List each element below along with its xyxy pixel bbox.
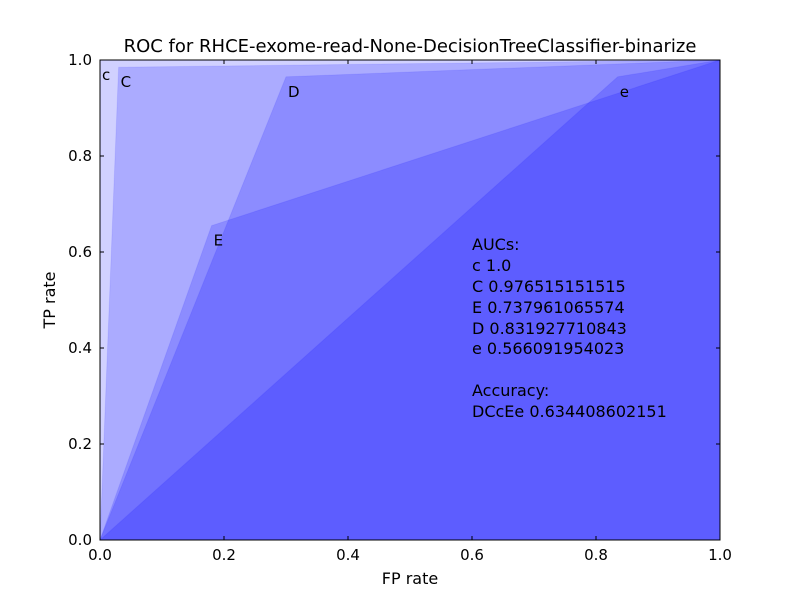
plot-frame <box>99 59 721 541</box>
accuracy-heading: Accuracy: <box>472 381 549 400</box>
series-label: c <box>102 66 110 84</box>
auc-line: e 0.566091954023 <box>472 339 624 358</box>
x-tick-label: 0.2 <box>212 546 236 564</box>
x-tick-label: 0.4 <box>336 546 360 564</box>
y-tick-label: 0.4 <box>68 339 92 357</box>
series-label: E <box>214 232 223 250</box>
y-axis-label: TP rate <box>40 271 59 329</box>
x-axis-label: FP rate <box>382 569 438 588</box>
x-tick-label: 0.0 <box>88 546 112 564</box>
x-tick-label: 1.0 <box>708 546 732 564</box>
series-label: C <box>121 73 131 91</box>
roc-fills <box>98 59 721 541</box>
y-tick-label: 1.0 <box>68 51 92 69</box>
series-label: D <box>288 83 300 101</box>
x-tick-label: 0.8 <box>584 546 608 564</box>
auc-line: c 1.0 <box>472 256 511 275</box>
y-tick-label: 0.6 <box>68 243 92 261</box>
axis-ticks: 0.0 0.2 0.4 0.6 0.8 1.0 0.0 0.2 0.4 0.6 0.8 1.0 <box>68 51 732 564</box>
chart-title: ROC for RHCE-exome-read-None-DecisionTre… <box>124 36 697 57</box>
auc-line: C 0.976515151515 <box>472 277 626 296</box>
accuracy-line: DCcEe 0.634408602151 <box>472 402 667 421</box>
y-tick-label: 0.2 <box>68 435 92 453</box>
series-label: e <box>620 83 629 101</box>
x-tick-label: 0.6 <box>460 546 484 564</box>
auc-line: E 0.737961065574 <box>472 298 625 317</box>
auc-line: D 0.831927710843 <box>472 319 627 338</box>
y-tick-label: 0.0 <box>68 531 92 549</box>
series-labels: c C D Ee <box>102 66 629 250</box>
y-tick-label: 0.8 <box>68 147 92 165</box>
auc-heading: AUCs: <box>472 235 520 254</box>
auc-annotation: AUCs: c 1.0 C 0.976515151515 E 0.7379610… <box>472 235 667 421</box>
